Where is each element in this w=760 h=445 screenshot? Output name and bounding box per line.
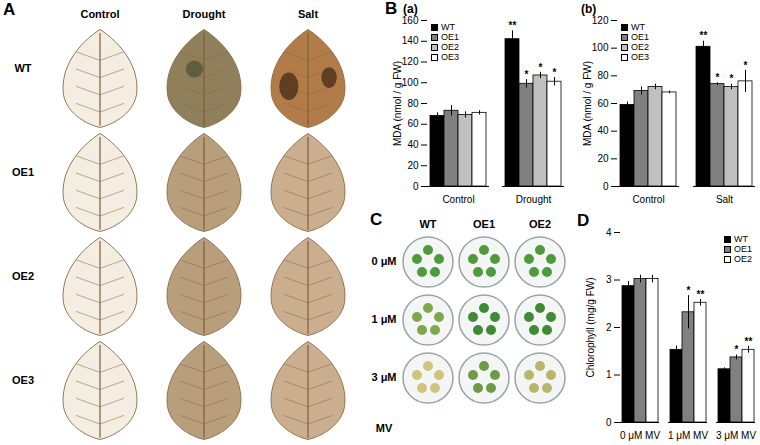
svg-text:140: 140 — [402, 35, 419, 46]
svg-text:Chlorophyll (mg/g FW): Chlorophyll (mg/g FW) — [585, 277, 596, 377]
svg-text:80: 80 — [407, 98, 419, 109]
html-text:B (a): B (a) — [385, 0, 418, 18]
svg-text:0: 0 — [606, 417, 612, 428]
html-text:MV: MV — [375, 422, 393, 434]
svg-text:2: 2 — [606, 322, 612, 333]
svg-text:120: 120 — [592, 15, 609, 26]
html-text:Control: Control — [80, 8, 120, 20]
html-text:Salt: Salt — [297, 8, 319, 20]
svg-text:100: 100 — [592, 42, 609, 53]
html-text:OE2: OE2 — [529, 218, 551, 230]
html-text:WT: WT — [419, 218, 437, 230]
svg-text:*: * — [539, 62, 543, 73]
html-text:0 μM: 0 μM — [371, 255, 397, 267]
svg-text:60: 60 — [407, 118, 419, 129]
html-text:Drought: Drought — [182, 8, 226, 20]
svg-text:0: 0 — [413, 181, 419, 192]
html-text:OE2: OE2 — [734, 254, 752, 264]
svg-text:3: 3 — [606, 274, 612, 285]
html-text:D: D — [577, 211, 590, 230]
svg-text:40: 40 — [407, 139, 419, 150]
svg-text:MDA (nmol / g FW): MDA (nmol / g FW) — [582, 61, 593, 146]
html-text:C: C — [370, 210, 383, 229]
svg-text:*: * — [525, 69, 529, 80]
html-text:A: A — [3, 0, 16, 19]
svg-text:*: * — [730, 73, 734, 84]
svg-text:1 μM MV: 1 μM MV — [668, 430, 709, 441]
svg-text:**: ** — [509, 20, 517, 31]
svg-text:0: 0 — [603, 181, 609, 192]
svg-text:120: 120 — [402, 56, 419, 67]
html-text:OE3: OE3 — [631, 52, 649, 62]
svg-text:*: * — [744, 60, 748, 71]
svg-text:60: 60 — [597, 98, 609, 109]
svg-text:3 μM MV: 3 μM MV — [716, 430, 757, 441]
svg-text:*: * — [687, 285, 691, 296]
svg-text:*: * — [553, 67, 557, 78]
svg-text:100: 100 — [402, 77, 419, 88]
html-text:OE1: OE1 — [441, 32, 459, 42]
html-text:OE1: OE1 — [734, 244, 752, 254]
html-text:1 μM: 1 μM — [371, 313, 397, 325]
html-text:WT: WT — [631, 22, 645, 32]
html-text:OE1: OE1 — [473, 218, 495, 230]
svg-text:0 μM MV: 0 μM MV — [620, 430, 661, 441]
html-text:WT: WT — [441, 22, 455, 32]
html-text:3 μM: 3 μM — [371, 371, 397, 383]
html-text:OE3: OE3 — [441, 52, 459, 62]
svg-text:40: 40 — [597, 125, 609, 136]
svg-text:Drought: Drought — [516, 194, 552, 205]
svg-text:1: 1 — [606, 369, 612, 380]
svg-text:*: * — [716, 72, 720, 83]
svg-text:80: 80 — [597, 70, 609, 81]
svg-text:**: ** — [697, 289, 705, 300]
html-text:OE2: OE2 — [441, 42, 459, 52]
svg-text:**: ** — [745, 336, 753, 347]
svg-text:160: 160 — [402, 15, 419, 26]
html-text:WT: WT — [734, 234, 748, 244]
svg-text:*: * — [735, 344, 739, 355]
svg-text:MDA (nmol / g FW): MDA (nmol / g FW) — [392, 61, 403, 146]
html-text:OE2: OE2 — [631, 42, 649, 52]
html-text:OE2: OE2 — [12, 270, 34, 282]
svg-text:Control: Control — [632, 194, 664, 205]
svg-text:Control: Control — [442, 194, 474, 205]
svg-text:4: 4 — [606, 227, 612, 238]
svg-text:20: 20 — [597, 153, 609, 164]
html-text:OE1: OE1 — [631, 32, 649, 42]
html-text:OE1: OE1 — [12, 166, 34, 178]
html-text:OE3: OE3 — [12, 374, 34, 386]
svg-text:20: 20 — [407, 160, 419, 171]
svg-text:Salt: Salt — [716, 194, 733, 205]
html-text:WT: WT — [14, 62, 32, 74]
html-text:(b): (b) — [581, 2, 597, 16]
svg-text:**: ** — [700, 30, 708, 41]
